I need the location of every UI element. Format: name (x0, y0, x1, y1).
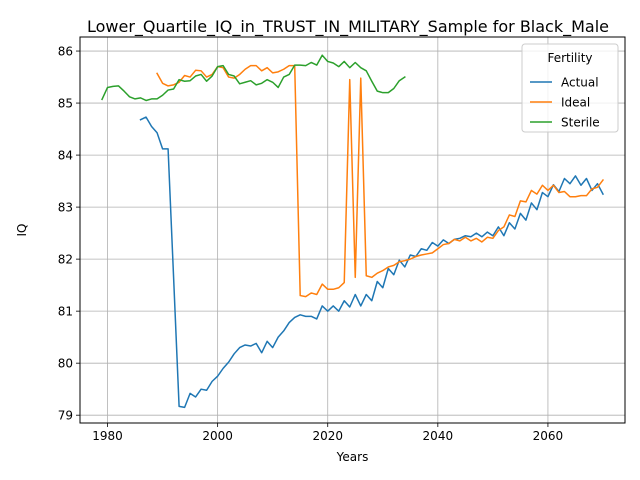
chart-title: Lower_Quartile_IQ_in_TRUST_IN_MILITARY_S… (87, 17, 609, 37)
y-tick-label: 85 (58, 97, 73, 111)
y-tick-label: 79 (58, 409, 73, 423)
y-tick-label: 83 (58, 201, 73, 215)
legend-label: Sterile (561, 116, 600, 130)
legend: Fertility Actual Ideal Sterile (521, 43, 619, 133)
x-tick-label: 2060 (533, 429, 564, 443)
y-tick-label: 86 (58, 45, 73, 59)
y-tick-label: 81 (58, 305, 73, 319)
legend-label: Actual (561, 76, 599, 90)
y-tick-label: 84 (58, 149, 73, 163)
series-layer (101, 54, 605, 409)
x-axis-label: Years (336, 450, 369, 464)
x-axis-ticks: 1980 2000 2020 2040 2060 (92, 423, 563, 443)
series-line-actual (139, 116, 604, 409)
legend-box (521, 43, 619, 133)
series-line-sterile (101, 54, 406, 102)
x-tick-label: 2020 (312, 429, 343, 443)
series-line-ideal (156, 64, 605, 298)
y-axis-ticks: 79 80 81 82 83 84 85 86 (58, 45, 80, 423)
y-tick-label: 82 (58, 253, 73, 267)
plot-area-frame (79, 36, 626, 424)
y-tick-label: 80 (58, 357, 73, 371)
x-tick-label: 1980 (92, 429, 123, 443)
x-tick-label: 2040 (423, 429, 454, 443)
legend-label: Ideal (561, 96, 590, 110)
y-axis-label: IQ (15, 224, 29, 237)
x-tick-label: 2000 (202, 429, 233, 443)
legend-title: Fertility (547, 51, 592, 65)
